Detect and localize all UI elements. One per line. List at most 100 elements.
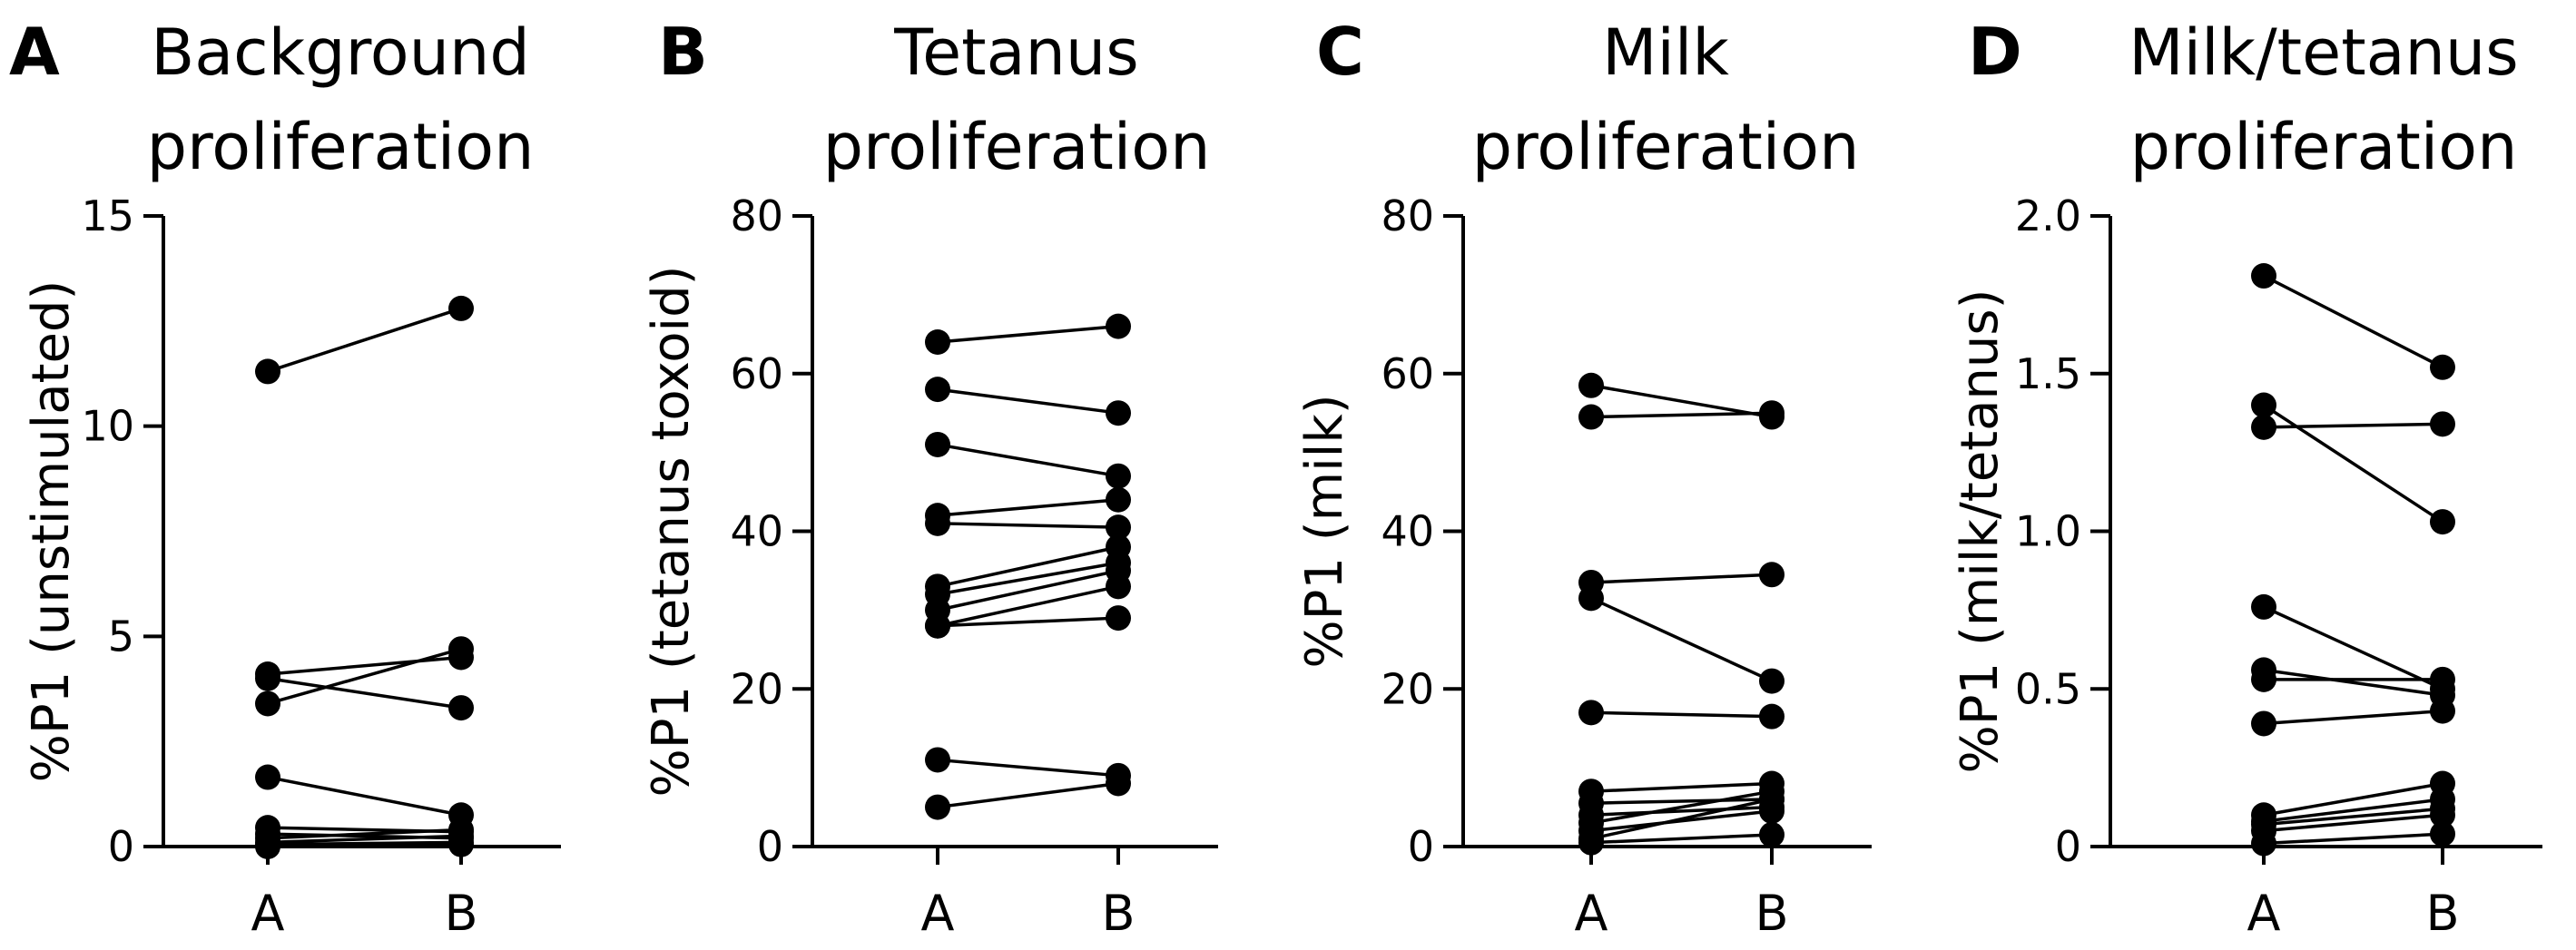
panel-b-letter: B (658, 14, 708, 90)
panel-d-title-line-2: proliferation (2130, 110, 2518, 184)
panel-a-pair-line (267, 775, 462, 817)
panel-b-pair-line (937, 616, 1119, 628)
panel-a-point-b (448, 295, 474, 321)
panel-b-point-b (1106, 514, 1131, 541)
panel-a-pair-line (267, 307, 462, 374)
panel-b-pair-line (937, 545, 1119, 589)
panel-d-pair-line (2263, 813, 2443, 833)
panel-b-title-line-1: Tetanus (893, 15, 1138, 90)
panel-d-y-axis-label: %P1 (milk/tetanus) (1951, 289, 2010, 774)
panel-b-point-a (925, 794, 950, 820)
panel-d-y-tick-label: 1.0 (2015, 507, 2081, 556)
panel-d-pair-line (2263, 668, 2443, 697)
panel-a-y-tick-label: 10 (81, 402, 134, 451)
panel-a-pair-line (267, 834, 462, 845)
panel-b-pair-line (937, 569, 1119, 612)
panel-a-y-tick-label: 15 (81, 191, 134, 240)
panel-b-pair-line (937, 324, 1119, 344)
panel-c-pair-line (1590, 781, 1773, 793)
panel-b-pair-line (937, 758, 1119, 778)
panel-c-pair-line (1590, 833, 1773, 845)
panel-b-point-a (925, 377, 950, 403)
panel-a-point-a (255, 834, 280, 859)
panel-a-point-a (255, 358, 280, 385)
panel-d-point-b (2430, 411, 2455, 437)
panel-b-pair-line (937, 498, 1119, 517)
panel-d-point-a (2251, 392, 2276, 418)
panel-d-pair-line (2263, 605, 2443, 690)
panel-d-point-b (2430, 698, 2455, 724)
panel-c-point-b (1759, 786, 1785, 812)
panel-d-pair-line (2263, 404, 2443, 524)
panel-d-point-a (2251, 263, 2276, 289)
panel-c-pair-line (1590, 411, 1773, 419)
panel-d-point-b (2430, 354, 2455, 380)
panel-b-pair-line (937, 561, 1119, 596)
panel-b-x-tick-label: A (921, 885, 955, 942)
panel-d-y-tick-label: 0.5 (2015, 664, 2081, 713)
panel-b-point-b (1106, 313, 1131, 339)
panel-c-point-a (1578, 700, 1604, 726)
panel-b-y-tick-label: 80 (730, 191, 783, 240)
panel-b-pair-line (937, 584, 1119, 628)
panel-c-pair-line (1590, 805, 1773, 817)
panel-b-point-b (1106, 573, 1131, 600)
panel-a-y-tick-label: 5 (108, 612, 134, 661)
panel-b-pair-line (937, 387, 1119, 415)
panel-d-point-a (2251, 710, 2276, 737)
panel-c-x-tick-label: A (1575, 885, 1608, 942)
panel-a-point-b (448, 644, 474, 671)
panel-a-point-a (255, 661, 280, 688)
panel-c-title-line-1: Milk (1602, 15, 1729, 90)
panel-d-point-a (2251, 666, 2276, 692)
panel-d-pair-line (2263, 798, 2443, 823)
panel-b-y-tick-label: 60 (730, 349, 783, 398)
panel-d-pair-line (2263, 422, 2443, 429)
panel-c-point-b (1759, 703, 1785, 730)
panel-c-pair-line (1590, 573, 1773, 584)
panel-c-point-b (1759, 668, 1785, 694)
panel-c-point-b (1759, 562, 1785, 588)
panel-c-y-tick-label: 60 (1381, 349, 1434, 398)
panel-d-pair-line (2263, 832, 2443, 846)
panel-a-pair-line (267, 842, 462, 848)
panel-d-y-tick-label: 1.5 (2015, 349, 2081, 398)
panel-c-pair-line (1590, 809, 1773, 833)
panel-d-x-tick-label: A (2247, 885, 2281, 942)
panel-c-letter: C (1316, 14, 1364, 90)
panel-c-pair-line (1590, 596, 1773, 683)
panel-b-title-line-2: proliferation (823, 110, 1211, 184)
panel-b-y-tick-label: 20 (730, 664, 783, 713)
panel-c-point-b (1759, 400, 1785, 426)
panel-d-pair-line (2263, 709, 2443, 726)
panel-c-pair-line (1590, 384, 1773, 419)
panel-a-point-a (255, 690, 280, 717)
panel-c-pair-line (1590, 798, 1773, 805)
panel-d-pair-line (2263, 274, 2443, 369)
panel-c-pair-line (1590, 710, 1773, 719)
panel-d-point-a (2251, 830, 2276, 857)
panel-c-point-a (1578, 404, 1604, 430)
panel-d-point-b (2430, 821, 2455, 847)
panel-a-pair-line (267, 647, 462, 706)
panel-c-title-line-2: proliferation (1472, 110, 1860, 184)
panel-b-point-a (925, 510, 950, 536)
panel-a-y-tick-label: 0 (108, 822, 134, 871)
panel-a-pair-line (267, 840, 462, 847)
panel-b-y-tick-label: 40 (730, 507, 783, 556)
panel-c-point-a (1578, 829, 1604, 856)
panel-a-pair-line (267, 676, 462, 710)
panel-b-point-b (1106, 463, 1131, 489)
panel-b-point-a (925, 329, 950, 355)
panel-c-x-tick-label: B (1755, 885, 1788, 942)
panel-b-x-tick-label: B (1101, 885, 1135, 942)
panel-b-point-b (1106, 486, 1131, 513)
panel-d-point-b (2430, 802, 2455, 828)
panel-b-y-tick-label: 0 (757, 822, 783, 871)
panel-d-pair-line (2263, 807, 2443, 827)
panel-a-point-a (255, 764, 280, 790)
panel-c-point-a (1578, 372, 1604, 398)
panel-d-y-tick-label: 0 (2055, 822, 2081, 871)
panel-b-point-a (925, 612, 950, 639)
